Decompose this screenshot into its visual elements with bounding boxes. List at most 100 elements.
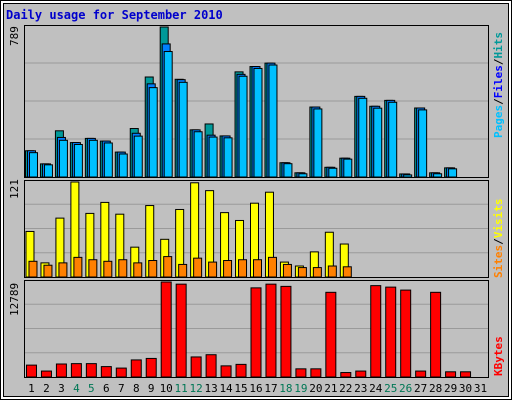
legend-sep: / xyxy=(492,98,505,105)
legend-hits: Hits xyxy=(492,32,505,59)
legend-visits: Visits xyxy=(492,198,505,239)
x-tick-label: 6 xyxy=(103,382,110,395)
bar-pages-day-23 xyxy=(358,97,368,178)
bar-kbytes-day-16 xyxy=(250,287,262,378)
legend-pages-files-hits: Pages/Files/Hits xyxy=(492,32,505,138)
bar-sites-day-3 xyxy=(58,262,68,278)
bar-pages-day-29 xyxy=(448,168,458,178)
x-tick-label: 18 xyxy=(279,382,293,395)
bar-kbytes-day-2 xyxy=(40,370,52,378)
bar-pages-day-25 xyxy=(388,101,398,178)
bar-pages-day-4 xyxy=(73,143,83,178)
bar-sites-day-14 xyxy=(223,260,233,278)
bar-kbytes-day-20 xyxy=(310,368,322,378)
x-tick-label: 5 xyxy=(88,382,95,395)
bar-kbytes-day-13 xyxy=(205,354,217,378)
x-tick-label: 16 xyxy=(249,382,263,395)
bar-kbytes-day-10 xyxy=(160,281,172,378)
bar-kbytes-day-15 xyxy=(235,363,247,378)
x-tick-label: 23 xyxy=(354,382,368,395)
bar-kbytes-day-7 xyxy=(115,367,127,378)
legend-sites: Sites xyxy=(492,244,505,278)
bar-pages-day-14 xyxy=(223,137,233,178)
bar-sites-day-4 xyxy=(73,256,83,278)
x-tick-label: 8 xyxy=(132,382,140,395)
bar-pages-day-26 xyxy=(403,174,413,178)
bar-pages-day-18 xyxy=(283,163,293,178)
bar-sites-day-8 xyxy=(133,262,143,278)
x-tick-label: 24 xyxy=(369,382,383,395)
bar-pages-day-15 xyxy=(238,75,248,178)
bar-kbytes-day-4 xyxy=(70,363,82,378)
x-tick-label: 30 xyxy=(458,382,473,395)
x-tick-label: 12 xyxy=(189,382,203,395)
x-tick-label: 29 xyxy=(443,382,458,395)
bar-kbytes-day-9 xyxy=(145,357,157,378)
legend-sep: / xyxy=(492,58,505,66)
bar-sites-day-7 xyxy=(118,259,128,278)
bar-kbytes-day-8 xyxy=(130,359,142,378)
bar-sites-day-6 xyxy=(103,260,113,278)
ymax-label-top: 789 xyxy=(8,26,21,46)
bar-sites-day-18 xyxy=(282,263,292,278)
bar-sites-day-9 xyxy=(148,260,158,278)
bar-kbytes-day-25 xyxy=(385,286,397,378)
bar-kbytes-day-14 xyxy=(220,365,232,378)
bar-sites-day-22 xyxy=(342,266,352,278)
bar-kbytes-day-5 xyxy=(85,363,97,378)
bar-sites-day-21 xyxy=(327,265,337,278)
x-tick-label: 21 xyxy=(324,382,338,395)
bar-pages-day-17 xyxy=(268,64,278,178)
x-tick-label: 2 xyxy=(43,382,50,395)
bar-pages-day-3 xyxy=(58,139,68,178)
bar-sites-day-20 xyxy=(312,267,322,278)
bar-sites-day-17 xyxy=(267,256,277,278)
bar-kbytes-day-19 xyxy=(295,368,307,378)
bar-pages-day-13 xyxy=(208,136,218,178)
bar-sites-day-13 xyxy=(208,261,218,278)
bar-pages-day-10 xyxy=(163,51,173,178)
bar-kbytes-day-28 xyxy=(430,291,442,378)
bar-sites-day-5 xyxy=(88,259,98,278)
bar-pages-day-22 xyxy=(343,158,353,178)
bar-kbytes-day-11 xyxy=(175,283,187,378)
bar-sites-day-12 xyxy=(193,257,203,278)
bar-sites-day-11 xyxy=(178,263,188,278)
bar-kbytes-day-6 xyxy=(100,366,112,378)
bar-pages-day-5 xyxy=(88,139,98,178)
x-tick-label: 20 xyxy=(309,382,323,395)
x-tick-label: 4 xyxy=(73,382,80,395)
chart-title: Daily usage for September 2010 xyxy=(6,8,223,22)
bar-kbytes-day-27 xyxy=(415,370,427,378)
bar-pages-day-21 xyxy=(328,167,338,178)
bar-kbytes-day-29 xyxy=(445,371,457,378)
bar-sites-day-2 xyxy=(43,264,53,278)
x-tick-label: 31 xyxy=(473,382,488,395)
ymax-label-bottom: 12789 xyxy=(8,282,21,316)
x-tick-label: 27 xyxy=(414,382,428,395)
bar-pages-day-6 xyxy=(103,142,113,178)
bar-kbytes-day-22 xyxy=(340,372,352,378)
x-tick-label: 11 xyxy=(174,382,188,395)
bar-pages-day-19 xyxy=(298,173,308,178)
bar-kbytes-day-26 xyxy=(400,289,412,378)
x-tick-label: 19 xyxy=(294,382,308,395)
x-tick-label: 7 xyxy=(117,382,125,395)
bar-sites-day-16 xyxy=(253,259,262,278)
bar-sites-day-10 xyxy=(163,256,173,278)
x-tick-label: 17 xyxy=(264,382,278,395)
bar-kbytes-day-1 xyxy=(25,364,37,378)
bar-kbytes-day-30 xyxy=(460,371,472,378)
bar-pages-day-24 xyxy=(373,107,383,178)
bar-pages-day-1 xyxy=(28,152,38,178)
chart-panels xyxy=(24,25,489,378)
x-tick-label: 26 xyxy=(399,382,413,395)
x-tick-label: 1 xyxy=(28,382,35,395)
x-tick-label: 25 xyxy=(384,382,398,395)
legend-pages: Pages xyxy=(492,104,505,138)
bar-pages-day-7 xyxy=(118,153,128,178)
bar-pages-day-28 xyxy=(433,173,443,178)
legend-kbytes: KBytes xyxy=(492,336,505,376)
bar-pages-day-27 xyxy=(418,109,428,178)
